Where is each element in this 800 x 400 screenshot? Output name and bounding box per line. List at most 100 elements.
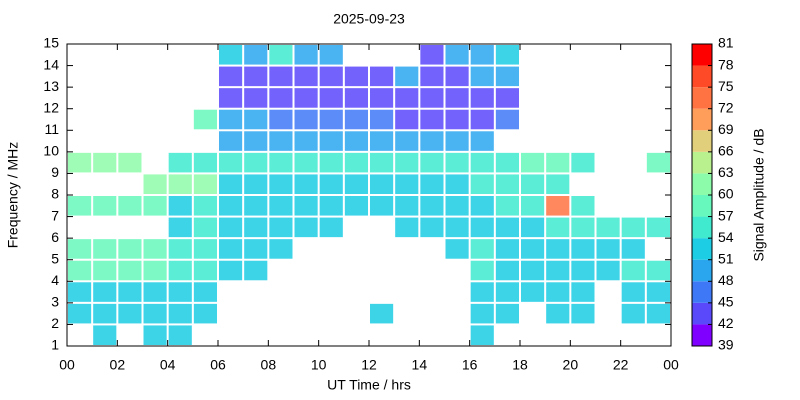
heat-cell bbox=[269, 174, 293, 194]
heat-cell bbox=[319, 196, 343, 216]
heat-cell bbox=[118, 303, 142, 324]
heat-cell bbox=[118, 282, 142, 302]
colorbar-band bbox=[692, 216, 712, 239]
heat-cell bbox=[370, 174, 394, 194]
heat-cell bbox=[118, 239, 142, 259]
heat-cell bbox=[571, 217, 595, 238]
y-tick-label: 8 bbox=[51, 186, 59, 202]
x-tick-label: 22 bbox=[613, 357, 629, 373]
x-tick-label: 12 bbox=[361, 357, 377, 373]
heat-cell bbox=[495, 152, 519, 173]
heat-cell bbox=[269, 109, 293, 130]
heat-cell bbox=[420, 196, 444, 216]
x-tick-label: 02 bbox=[110, 357, 126, 373]
colorbar-band bbox=[692, 44, 712, 66]
heat-cell bbox=[294, 152, 318, 173]
x-tick-label: 20 bbox=[563, 357, 579, 373]
x-tick-label: 00 bbox=[59, 357, 75, 373]
heat-cell bbox=[646, 217, 670, 238]
heat-cell bbox=[219, 260, 243, 281]
heat-cell bbox=[445, 45, 469, 65]
heat-cell bbox=[244, 88, 268, 108]
colorbar-band bbox=[692, 173, 712, 195]
heat-cell bbox=[370, 109, 394, 130]
heat-cell bbox=[244, 239, 268, 259]
heat-cell bbox=[470, 66, 494, 87]
heat-cell bbox=[420, 66, 444, 87]
heat-cell bbox=[344, 131, 368, 151]
heat-cell bbox=[546, 260, 570, 281]
heat-cell bbox=[168, 152, 192, 173]
heat-cell bbox=[68, 260, 92, 281]
colorbar-band bbox=[692, 87, 712, 109]
heat-cell bbox=[93, 152, 117, 173]
y-tick-label: 15 bbox=[43, 35, 59, 51]
heat-cell bbox=[495, 45, 519, 65]
heat-cell bbox=[93, 260, 117, 281]
colorbar-band bbox=[692, 238, 712, 260]
heat-cell bbox=[521, 217, 545, 238]
heat-cell bbox=[143, 303, 167, 324]
colorbar-tick-label: 60 bbox=[718, 186, 734, 202]
colorbar-band bbox=[692, 108, 712, 131]
heat-cell bbox=[521, 152, 545, 173]
colorbar-band bbox=[692, 324, 712, 346]
heat-cell bbox=[470, 131, 494, 151]
heat-cell bbox=[168, 282, 192, 302]
heat-cell bbox=[370, 131, 394, 151]
heat-cell bbox=[621, 303, 645, 324]
heat-cell bbox=[495, 239, 519, 259]
heat-cell bbox=[294, 45, 318, 65]
x-tick-label: 00 bbox=[663, 357, 679, 373]
heat-cell bbox=[571, 260, 595, 281]
heat-cell bbox=[319, 152, 343, 173]
heat-cell bbox=[269, 131, 293, 151]
heat-cell bbox=[319, 109, 343, 130]
colorbar-band bbox=[692, 281, 712, 303]
heat-cell bbox=[294, 217, 318, 238]
heat-cell bbox=[344, 174, 368, 194]
heat-cell bbox=[193, 109, 217, 130]
heat-cell bbox=[319, 174, 343, 194]
heat-cell bbox=[571, 152, 595, 173]
heat-cell bbox=[319, 45, 343, 65]
heat-cell bbox=[470, 282, 494, 302]
heat-cell bbox=[445, 152, 469, 173]
heat-cell bbox=[571, 239, 595, 259]
heat-cell bbox=[395, 109, 419, 130]
x-axis-label: UT Time / hrs bbox=[327, 377, 411, 393]
heat-cell bbox=[395, 131, 419, 151]
heat-cell bbox=[118, 260, 142, 281]
x-tick-label: 06 bbox=[210, 357, 226, 373]
colorbar-tick-label: 63 bbox=[718, 164, 734, 180]
heat-cell bbox=[445, 66, 469, 87]
heat-cell bbox=[470, 45, 494, 65]
heat-cell bbox=[370, 66, 394, 87]
heat-cell bbox=[168, 260, 192, 281]
colorbar-tick-label: 42 bbox=[718, 315, 734, 331]
heat-cell bbox=[269, 239, 293, 259]
heat-cell bbox=[219, 217, 243, 238]
heat-cell bbox=[219, 88, 243, 108]
heat-cell bbox=[143, 282, 167, 302]
heat-cell bbox=[621, 260, 645, 281]
heat-cell bbox=[470, 152, 494, 173]
heat-cell bbox=[395, 88, 419, 108]
heat-cell bbox=[344, 88, 368, 108]
heat-cell bbox=[495, 174, 519, 194]
heat-cell bbox=[395, 174, 419, 194]
heat-cell bbox=[244, 131, 268, 151]
heat-cell bbox=[68, 196, 92, 216]
colorbar-band bbox=[692, 130, 712, 152]
heat-cell bbox=[269, 217, 293, 238]
heat-cell bbox=[370, 303, 394, 324]
heat-cell bbox=[420, 174, 444, 194]
heat-cell bbox=[193, 217, 217, 238]
colorbar-tick-label: 45 bbox=[718, 294, 734, 310]
heat-cell bbox=[168, 303, 192, 324]
heat-cell bbox=[93, 303, 117, 324]
heat-cell bbox=[646, 282, 670, 302]
heat-cell bbox=[470, 196, 494, 216]
heat-cell bbox=[521, 196, 545, 216]
heat-cell bbox=[621, 217, 645, 238]
